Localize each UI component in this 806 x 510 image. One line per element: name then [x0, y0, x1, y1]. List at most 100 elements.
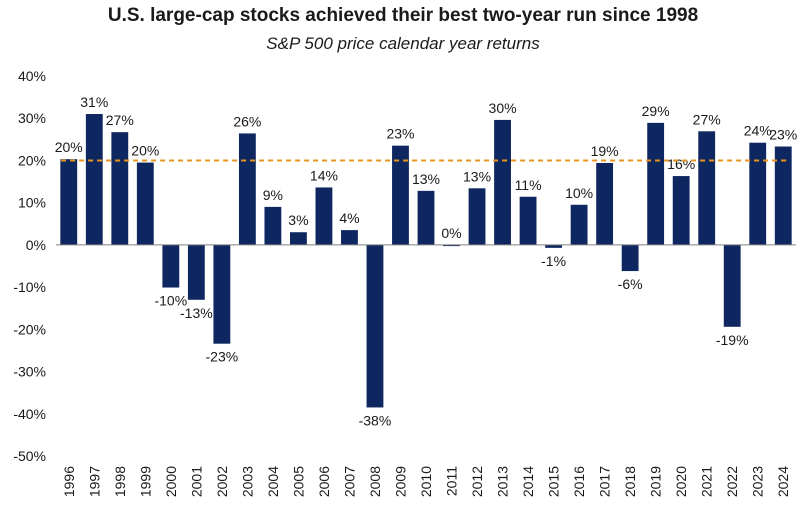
x-tick-label: 2012	[469, 466, 485, 497]
x-tick-label: 2019	[648, 466, 664, 497]
x-tick-label: 2023	[750, 466, 766, 497]
data-label-2019: 29%	[642, 103, 670, 119]
data-label-2020: 16%	[667, 156, 695, 172]
data-label-2009: 23%	[386, 126, 414, 142]
data-label-2001: -13%	[180, 305, 213, 321]
y-tick-label: -50%	[13, 448, 46, 464]
chart-subtitle: S&P 500 price calendar year returns	[266, 34, 540, 53]
x-tick-label: 2005	[290, 466, 306, 497]
data-label-2002: -23%	[206, 349, 239, 365]
x-tick-label: 1997	[86, 466, 102, 497]
x-tick-label: 2020	[673, 466, 689, 497]
y-tick-label: 20%	[18, 152, 46, 168]
data-label-2017: 19%	[591, 143, 619, 159]
x-tick-label: 2004	[265, 466, 281, 497]
data-label-2003: 26%	[233, 113, 261, 129]
bars	[60, 114, 792, 408]
x-tick-label: 2002	[214, 466, 230, 497]
y-tick-label: 30%	[18, 110, 46, 126]
data-label-2021: 27%	[693, 111, 721, 127]
data-label-2012: 13%	[463, 168, 491, 184]
bar-2000	[162, 244, 180, 288]
y-tick-label: -40%	[13, 406, 46, 422]
bar-2023	[749, 142, 767, 245]
data-label-1999: 20%	[131, 143, 159, 159]
bar-2007	[341, 230, 358, 245]
data-label-2007: 4%	[339, 210, 359, 226]
bar-2024	[774, 146, 792, 245]
data-labels: 20% 31% 27% 20% -10%-13% -23% 26% 9% 3% 14% 4% -38%…	[55, 94, 798, 428]
y-tick-label: 0%	[26, 237, 46, 253]
bar-2016	[570, 204, 588, 245]
data-label-2013: 30%	[489, 100, 517, 116]
y-tick-label: 40%	[18, 68, 46, 84]
data-label-2023: 24%	[744, 123, 772, 139]
data-label-1998: 27%	[106, 112, 134, 128]
bar-2022	[723, 244, 741, 327]
data-label-2022: -19%	[716, 332, 749, 348]
x-tick-label: 1996	[61, 466, 77, 497]
bar-1998	[111, 132, 129, 245]
x-tick-label: 2024	[775, 466, 791, 497]
x-tick-label: 2010	[418, 466, 434, 497]
x-tick-label: 1998	[112, 466, 128, 497]
data-label-2010: 13%	[412, 171, 440, 187]
bar-2011	[443, 244, 460, 247]
x-tick-label: 2000	[163, 466, 179, 497]
bar-1996	[60, 159, 78, 245]
bar-2006	[315, 187, 333, 245]
bar-2018	[621, 244, 639, 272]
x-tick-label: 2022	[724, 466, 740, 497]
x-tick-label: 2015	[546, 466, 562, 497]
data-label-2000: -10%	[154, 293, 187, 309]
y-tick-label: -30%	[13, 364, 46, 380]
bar-2012	[468, 188, 486, 245]
bar-2009	[392, 145, 409, 245]
bar-2014	[519, 196, 537, 245]
bar-2021	[698, 131, 716, 245]
data-label-2024: 23%	[769, 127, 797, 143]
data-label-2014: 11%	[515, 177, 542, 193]
bar-2005	[289, 232, 307, 245]
chart-title: U.S. large-cap stocks achieved their bes…	[107, 5, 699, 26]
data-label-2004: 9%	[263, 187, 283, 203]
x-tick-label: 2014	[520, 466, 536, 497]
data-label-2011: 0%	[441, 225, 461, 241]
x-tick-label: 2007	[341, 466, 357, 497]
data-label-2008: -38%	[359, 412, 392, 428]
y-tick-label: -10%	[13, 279, 46, 295]
bar-1997	[85, 114, 103, 245]
x-tick-label: 2006	[316, 466, 332, 497]
x-axis-ticks: 1996 1997 1998 1999 2000 2001 2002 2003 2004 2005…	[61, 466, 791, 497]
data-label-2016: 10%	[565, 185, 593, 201]
bar-1999	[136, 162, 154, 245]
x-tick-label: 2016	[571, 466, 587, 497]
bar-2001	[187, 244, 205, 300]
bar-2020	[672, 176, 690, 245]
bar-2013	[494, 119, 511, 245]
bar-2002	[213, 244, 231, 344]
bar-2008	[366, 244, 384, 408]
data-label-2018: -6%	[618, 276, 643, 292]
x-tick-label: 2009	[392, 466, 408, 497]
y-tick-label: 10%	[18, 195, 46, 211]
x-tick-label: 2001	[188, 466, 204, 497]
x-tick-label: 2011	[444, 466, 460, 496]
bar-2004	[264, 206, 282, 245]
data-label-2015: -1%	[541, 253, 566, 269]
bar-2015	[545, 244, 563, 248]
data-label-2005: 3%	[288, 212, 308, 228]
x-tick-label: 2008	[367, 466, 383, 497]
x-tick-label: 2013	[495, 466, 511, 497]
bar-2019	[647, 122, 665, 245]
data-label-2006: 14%	[310, 167, 338, 183]
data-label-1996: 20%	[55, 139, 83, 155]
x-tick-label: 2017	[597, 466, 613, 497]
bar-2017	[596, 162, 614, 245]
y-tick-label: -20%	[13, 321, 46, 337]
x-tick-label: 2018	[622, 466, 638, 497]
y-axis-ticks: 40% 30% 20% 10% 0% -10% -20% -30% -40% -50%	[13, 68, 46, 464]
data-label-1997: 31%	[80, 94, 108, 110]
bar-2010	[417, 190, 435, 245]
